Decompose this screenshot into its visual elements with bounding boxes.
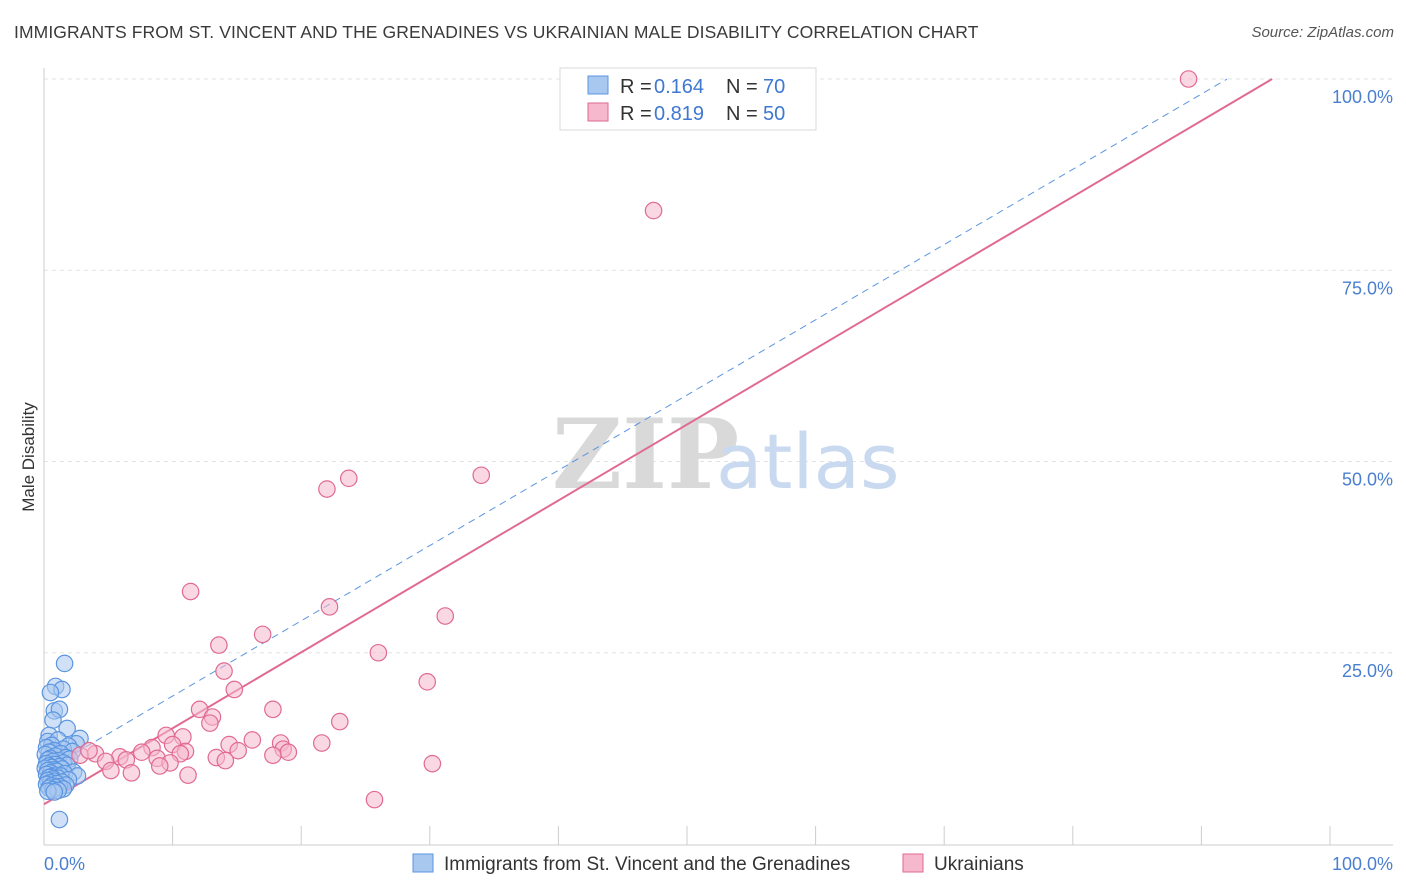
point-s1-10 [369, 643, 388, 662]
point-s1-3 [318, 480, 336, 498]
point-s0-7 [58, 719, 76, 738]
point-s1-22 [243, 731, 262, 749]
point-s1-1 [644, 201, 663, 220]
point-s1-4 [339, 469, 358, 488]
point-s1-44 [102, 761, 120, 780]
bottom-legend-label-immigrants: Immigrants from St. Vincent and the Gren… [444, 854, 850, 875]
axes [43, 68, 1393, 846]
legend-n-value-1: 70 [763, 76, 785, 98]
legend: R = 0.164 N = 70 R = 0.819 N = 50 [559, 67, 817, 131]
bottom-legend-label-ukrainians: Ukrainians [934, 854, 1024, 875]
series-1-points [71, 70, 1198, 809]
point-s1-12 [418, 673, 437, 691]
legend-r-value-1: 0.164 [654, 76, 704, 98]
point-s1-42 [423, 754, 442, 773]
point-s1-36 [264, 746, 282, 765]
point-s0-68 [45, 783, 64, 801]
y-tick-label-1: 50.0% [1342, 470, 1393, 490]
point-s1-48 [80, 741, 98, 760]
x-tick-label-min: 0.0% [44, 854, 85, 874]
point-s1-9 [253, 625, 272, 644]
point-s1-28 [229, 741, 247, 760]
point-s1-11 [215, 662, 233, 680]
point-s0-3 [41, 683, 60, 702]
point-s1-15 [264, 700, 282, 719]
point-s1-30 [279, 743, 298, 761]
point-s1-0 [1179, 70, 1198, 88]
x-tick-labels: 0.0% 100.0% [44, 854, 1393, 874]
bottom-legend-swatch-blue [412, 853, 434, 873]
legend-swatch-pink [587, 102, 609, 122]
y-tick-label-2: 75.0% [1342, 278, 1393, 298]
legend-r-value-2: 0.819 [654, 103, 704, 125]
point-s1-7 [436, 607, 455, 625]
series-0-points [36, 654, 89, 829]
point-s0-0 [55, 654, 74, 673]
legend-n-value-2: 50 [763, 103, 785, 125]
point-s1-19 [330, 712, 349, 731]
point-s1-20 [201, 714, 219, 732]
y-tick-label-3: 100.0% [1332, 87, 1393, 107]
legend-n-label-1: N = [726, 76, 758, 98]
legend-r-label-2: R = [620, 103, 652, 125]
legend-r-label-1: R = [620, 76, 652, 98]
legend-n-label-2: N = [726, 103, 758, 125]
trend-line-1 [43, 78, 1273, 806]
point-s1-49 [122, 764, 141, 782]
point-s1-47 [150, 757, 169, 775]
point-s0-6 [44, 711, 62, 729]
point-s1-21 [312, 734, 331, 752]
point-s1-5 [181, 582, 200, 601]
bottom-legend-swatch-pink [902, 853, 924, 873]
x-tick-label-max: 100.0% [1332, 854, 1393, 874]
watermark-atlas: atlas [716, 417, 900, 506]
grid-lines [44, 78, 1393, 654]
trend-lines [43, 78, 1273, 806]
point-s1-14 [190, 700, 209, 719]
y-axis-label: Male Disability [19, 402, 38, 512]
legend-swatch-blue [587, 75, 609, 95]
point-s1-2 [472, 466, 491, 485]
point-s1-45 [179, 766, 197, 784]
trend-line-0 [43, 78, 1228, 772]
y-tick-labels: 25.0% 50.0% 75.0% 100.0% [1332, 87, 1393, 681]
point-s1-6 [320, 598, 339, 616]
point-s1-40 [216, 751, 235, 770]
data-points [36, 70, 1198, 829]
source-credit: Source: ZipAtlas.com [1251, 24, 1394, 41]
watermark: ZIP atlas [552, 398, 900, 511]
chart-title: IMMIGRANTS FROM ST. VINCENT AND THE GREN… [14, 22, 979, 42]
point-s0-69 [50, 810, 69, 829]
y-tick-label-0: 25.0% [1342, 661, 1393, 681]
point-s1-31 [132, 743, 151, 761]
point-s1-46 [365, 790, 384, 809]
point-s1-8 [210, 636, 228, 654]
watermark-zip: ZIP [552, 398, 739, 511]
bottom-legend: Immigrants from St. Vincent and the Gren… [412, 853, 1024, 875]
point-s1-13 [225, 680, 244, 699]
